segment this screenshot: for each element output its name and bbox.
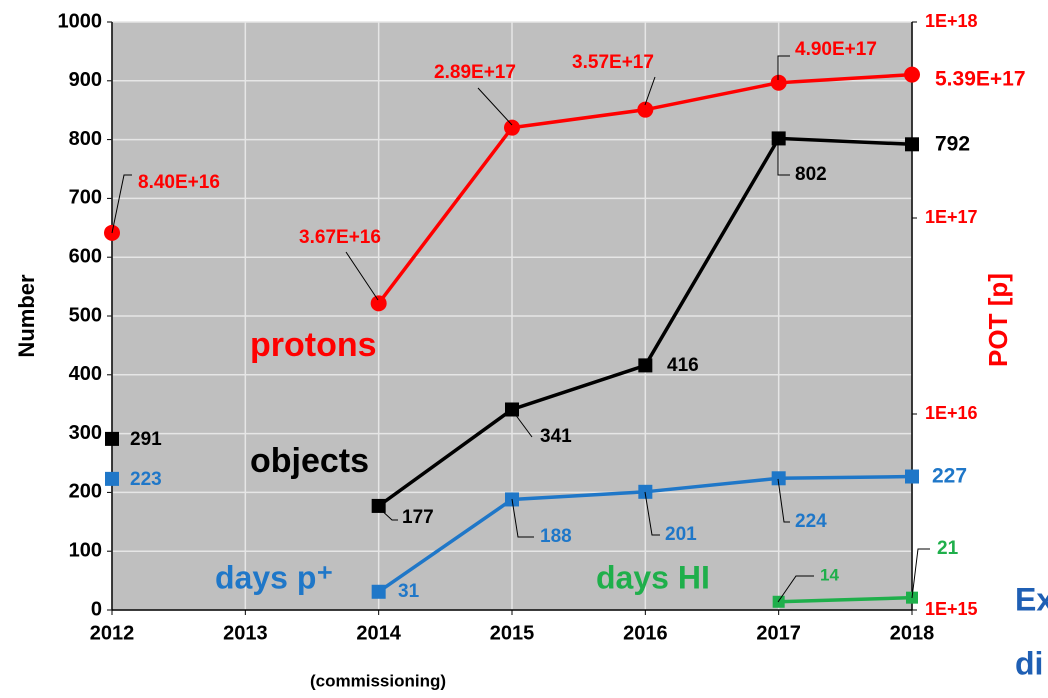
y-tick-label: 1000 xyxy=(58,10,103,32)
series-label: objects xyxy=(250,442,369,480)
leader-line xyxy=(777,138,790,176)
leader-line xyxy=(111,174,132,234)
x-tick-label: 2013 xyxy=(223,622,268,644)
leader-line xyxy=(377,506,398,521)
marker xyxy=(771,131,786,146)
leader-line xyxy=(777,55,790,80)
y-tick-label: 600 xyxy=(69,245,102,267)
x-tick-label: 2017 xyxy=(756,622,801,644)
marker xyxy=(638,484,653,499)
annotation: di xyxy=(1015,645,1043,681)
leader-line xyxy=(511,498,534,538)
data-label: 5.39E+17 xyxy=(935,68,1026,91)
data-label: 341 xyxy=(540,426,572,447)
data-label: 8.40E+16 xyxy=(138,172,220,193)
y-tick-label: 200 xyxy=(69,481,102,503)
data-label: 3.67E+16 xyxy=(299,227,381,248)
data-label: 802 xyxy=(795,164,827,185)
marker xyxy=(904,66,920,83)
series-label: protons xyxy=(250,326,377,364)
marker xyxy=(905,137,919,152)
marker xyxy=(770,74,787,91)
x-tick-label: 2012 xyxy=(90,622,135,644)
data-label: 4.90E+17 xyxy=(795,39,877,60)
leader-line xyxy=(477,87,513,126)
marker xyxy=(371,498,386,513)
annotation: (commissioning) xyxy=(310,671,446,690)
data-label: 177 xyxy=(402,507,434,528)
x-tick-label: 2015 xyxy=(490,622,535,644)
marker xyxy=(637,101,654,118)
leader-line xyxy=(777,575,814,603)
y-tick-label: 300 xyxy=(69,422,102,444)
marker xyxy=(105,431,119,446)
marker xyxy=(370,295,387,312)
y-tick-label: 100 xyxy=(69,539,102,561)
y2-tick-label: 1E+17 xyxy=(925,207,978,227)
data-label: 291 xyxy=(130,429,162,450)
data-label: 224 xyxy=(795,511,827,532)
marker xyxy=(505,402,519,417)
data-label: 21 xyxy=(937,538,959,559)
marker xyxy=(771,471,786,486)
series-line xyxy=(778,595,913,604)
data-label: 227 xyxy=(932,465,967,488)
y-tick-label: 0 xyxy=(91,598,102,620)
y2-axis-label: POT [p] xyxy=(983,273,1013,367)
y-tick-label: 400 xyxy=(69,363,102,385)
marker xyxy=(105,471,119,486)
leader-line xyxy=(777,478,790,523)
leader-line xyxy=(511,409,533,438)
y-tick-label: 700 xyxy=(69,187,102,209)
data-label: 2.89E+17 xyxy=(434,62,516,83)
marker xyxy=(371,584,386,599)
data-label: 31 xyxy=(398,581,420,602)
x-tick-label: 2016 xyxy=(623,622,668,644)
leader-line xyxy=(345,251,379,301)
data-label: 792 xyxy=(935,133,970,156)
y-tick-label: 800 xyxy=(69,128,102,150)
y-tick-label: 900 xyxy=(69,69,102,91)
series-label: days HI xyxy=(596,559,710,595)
leader-line xyxy=(644,491,660,536)
annotation: Ex xyxy=(1015,581,1048,617)
marker xyxy=(638,358,653,373)
marker xyxy=(905,469,919,484)
data-label: 188 xyxy=(540,526,572,547)
y-tick-label: 500 xyxy=(69,304,102,326)
y2-tick-label: 1E+15 xyxy=(925,599,978,619)
y2-tick-label: 1E+16 xyxy=(925,403,978,423)
marker xyxy=(504,119,520,136)
y-axis-label: Number xyxy=(14,274,39,358)
x-tick-label: 2018 xyxy=(890,622,935,644)
data-label: 14 xyxy=(820,565,839,584)
data-label: 3.57E+17 xyxy=(572,52,654,73)
y2-tick-label: 1E+18 xyxy=(925,11,978,31)
x-tick-label: 2014 xyxy=(356,622,401,644)
series-label: days p⁺ xyxy=(215,559,333,595)
leader-line xyxy=(911,548,930,599)
data-label: 201 xyxy=(665,524,697,545)
leader-line xyxy=(644,76,656,106)
data-label: 416 xyxy=(667,355,699,376)
data-label: 223 xyxy=(130,469,162,490)
